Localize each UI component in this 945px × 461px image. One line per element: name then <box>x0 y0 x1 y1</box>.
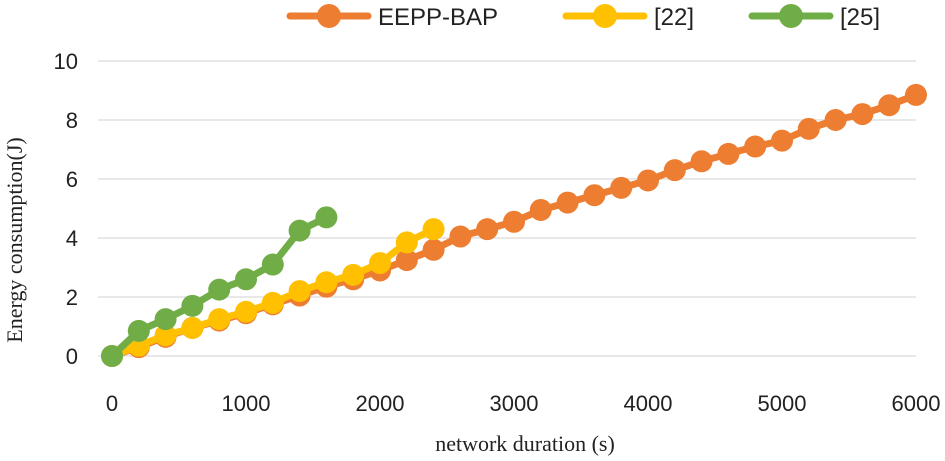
legend-item: EEPP-BAP <box>286 4 498 31</box>
data-point <box>422 238 445 261</box>
data-point <box>261 291 284 314</box>
gridlines <box>98 60 916 357</box>
data-point <box>127 319 150 342</box>
data-point <box>154 308 177 331</box>
data-point <box>235 300 257 323</box>
data-point <box>744 135 767 158</box>
x-tick-label: 1000 <box>222 391 271 416</box>
x-tick-label: 5000 <box>758 391 807 416</box>
data-point <box>878 94 901 117</box>
data-point <box>395 249 418 272</box>
data-point <box>208 278 231 301</box>
data-point <box>288 219 311 242</box>
y-tick-label: 10 <box>54 49 78 74</box>
data-point <box>261 253 284 276</box>
data-point <box>771 129 793 152</box>
y-tick-label: 2 <box>66 285 78 310</box>
data-point <box>101 345 123 367</box>
y-tick-label: 8 <box>66 108 78 133</box>
legend-swatch-marker <box>317 4 341 28</box>
data-point <box>824 109 847 131</box>
data-point <box>476 218 499 241</box>
data-point <box>395 231 418 254</box>
data-point <box>503 210 525 233</box>
x-tick-label: 0 <box>106 391 118 416</box>
data-point <box>851 103 874 126</box>
data-point <box>369 252 391 275</box>
x-tick-label: 3000 <box>490 391 539 416</box>
data-point <box>288 280 311 303</box>
legend: EEPP-BAP [22] [25] <box>286 4 880 31</box>
data-point <box>181 316 204 339</box>
legend-swatch-marker <box>779 4 803 28</box>
data-point <box>556 191 579 214</box>
data-point <box>637 169 659 192</box>
data-point <box>154 324 177 347</box>
y-tick-label: 4 <box>66 226 78 251</box>
data-point <box>235 268 257 291</box>
data-point <box>797 117 820 140</box>
legend-swatch-marker <box>593 4 617 28</box>
y-axis-ticks: 0 2 4 6 8 10 <box>54 49 78 369</box>
data-point <box>208 308 231 331</box>
y-tick-label: 0 <box>66 344 78 369</box>
data-point <box>422 218 445 241</box>
data-point <box>663 159 686 182</box>
data-point <box>610 176 633 199</box>
data-point <box>717 142 740 165</box>
x-tick-label: 4000 <box>624 391 673 416</box>
data-point <box>342 263 365 286</box>
y-tick-label: 6 <box>66 167 78 192</box>
legend-item: [25] <box>748 4 880 31</box>
x-tick-label: 6000 <box>892 391 941 416</box>
data-point <box>181 294 204 317</box>
data-point <box>583 184 606 207</box>
data-series <box>101 83 927 367</box>
data-point <box>315 206 338 229</box>
y-axis-title: Energy consumption(J) <box>2 137 27 343</box>
data-point <box>690 150 713 173</box>
legend-label: [22] <box>654 4 694 31</box>
x-axis-ticks: 0 1000 2000 3000 4000 5000 6000 <box>106 391 941 416</box>
data-point <box>449 225 472 248</box>
legend-label: EEPP-BAP <box>378 4 498 31</box>
legend-item: [22] <box>562 4 694 31</box>
data-point <box>905 83 927 106</box>
data-point <box>529 198 552 221</box>
data-point <box>315 271 338 294</box>
x-tick-label: 2000 <box>356 391 405 416</box>
legend-label: [25] <box>840 4 880 31</box>
x-axis-title: network duration (s) <box>435 431 615 456</box>
series-25 <box>101 206 338 367</box>
